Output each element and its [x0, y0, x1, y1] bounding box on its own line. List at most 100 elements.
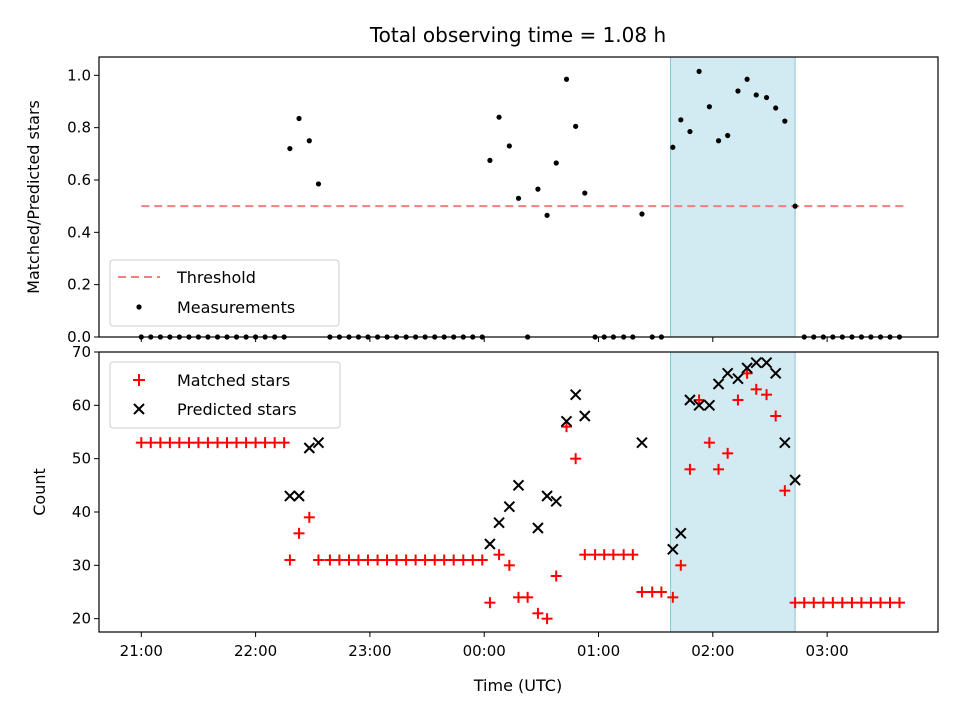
predicted-star-point [760, 356, 773, 369]
top-y-tick-label: 1.0 [67, 66, 91, 84]
bottom-y-tick-label: 30 [72, 556, 91, 574]
measurement-point [792, 203, 798, 209]
predicted-star-point [532, 522, 544, 534]
bottom-axis-ticks: 20 30 40 50 60 70 21:00 22:00 23:00 00:00 01:00 02:… [72, 343, 849, 660]
predicted-star-point [569, 388, 582, 401]
matched-star-point [761, 389, 773, 401]
matched-star-point [391, 554, 403, 566]
matched-star-point [154, 437, 166, 449]
matched-star-point [381, 554, 393, 566]
matched-star-point [875, 597, 887, 609]
top-legend-box [109, 259, 340, 327]
measurement-point [296, 115, 302, 122]
matched-star-point [145, 437, 157, 449]
bottom-y-tick-label: 40 [72, 503, 91, 521]
matched-star-point [503, 559, 515, 571]
matched-star-point [675, 559, 687, 571]
matched-star-point [278, 437, 290, 449]
matched-star-point [732, 394, 744, 406]
matched-star-point [202, 437, 214, 449]
predicted-star-point [312, 436, 325, 449]
matched-star-point [293, 527, 305, 539]
matched-star-point [667, 591, 679, 603]
matched-star-point [532, 607, 544, 619]
legend-predicted-label: Predicted stars [177, 400, 297, 419]
bottom-y-tick-label: 20 [72, 610, 91, 628]
measurement-point [763, 94, 770, 101]
matched-star-point [855, 597, 867, 609]
matched-star-point [250, 437, 262, 449]
matched-star-point [269, 437, 281, 449]
measurement-point [306, 138, 312, 144]
x-tick-label: 02:00 [691, 642, 734, 660]
x-tick-label: 01:00 [577, 642, 620, 660]
measurement-point [487, 157, 493, 163]
predicted-star-point [732, 372, 744, 385]
matched-star-point [607, 549, 619, 561]
matched-star-point [808, 597, 820, 609]
measurement-point [715, 138, 722, 144]
legend-measurements-label: Measurements [177, 298, 295, 317]
matched-star-point [312, 554, 324, 566]
measurement-point [773, 105, 779, 111]
top-y-tick-label: 0.4 [67, 223, 91, 241]
predicted-star-point [560, 415, 573, 428]
predicted-star-point [550, 495, 562, 508]
matched-star-point [343, 554, 355, 566]
matched-star-point [231, 437, 243, 449]
predicted-star-point [503, 500, 516, 513]
measurement-point [735, 88, 741, 94]
matched-star-point [448, 554, 460, 566]
measurement-point [563, 76, 570, 82]
matched-star-point [579, 549, 591, 561]
matched-star-point [836, 597, 848, 609]
matched-star-point [750, 383, 762, 395]
top-panel: 0.0 0.2 0.4 0.6 0.8 1.0 Matched/Predicted sta… [24, 56, 939, 346]
chart-title: Total observing time = 1.08 h [369, 23, 666, 47]
measurement-point [670, 144, 676, 150]
predicted-star-point [541, 490, 553, 502]
matched-star-point [212, 437, 224, 449]
predicted-star-point [721, 367, 734, 380]
matched-star-point [457, 554, 469, 566]
predicted-star-point [750, 356, 762, 369]
predicted-star-point [303, 442, 316, 454]
matched-star-point [240, 437, 252, 449]
bottom-y-tick-label: 60 [72, 396, 91, 414]
predicted-star-point [712, 378, 725, 390]
matched-star-point [410, 554, 422, 566]
matched-star-point [284, 554, 296, 566]
matched-star-point [865, 597, 877, 609]
legend-matched-swatch [133, 374, 145, 386]
predicted-star-point [684, 394, 696, 406]
measurement-point [506, 143, 512, 149]
measurement-point [687, 128, 693, 135]
bottom-legend-box [109, 361, 341, 429]
top-y-tick-label: 0.0 [67, 328, 91, 346]
matched-star-point [655, 586, 667, 598]
matched-star-point [798, 597, 810, 609]
predicted-star-point [284, 490, 296, 502]
x-tick-label: 03:00 [806, 642, 849, 660]
matched-star-point [713, 463, 725, 475]
matched-star-point [561, 421, 573, 433]
predicted-star-point [493, 516, 505, 529]
bottom-y-axis-label: Count [30, 468, 49, 516]
top-legend: Threshold Measurements [109, 259, 340, 327]
matched-star-point [135, 437, 147, 449]
matched-star-point [467, 554, 479, 566]
bottom-y-tick-label: 50 [72, 450, 91, 468]
matched-star-point [550, 570, 562, 582]
bottom-axes-frame [98, 351, 939, 633]
matched-star-point [627, 549, 639, 561]
matched-star-point [164, 437, 176, 449]
bottom-y-tick-label: 70 [72, 343, 91, 361]
matched-star-point [476, 554, 488, 566]
top-axes-frame [98, 56, 939, 338]
matched-star-point [362, 554, 374, 566]
matched-star-point [884, 597, 896, 609]
matched-star-point [493, 549, 505, 561]
measurement-point [573, 123, 579, 129]
legend-predicted-swatch [133, 403, 145, 415]
predicted-star-point [667, 543, 679, 556]
